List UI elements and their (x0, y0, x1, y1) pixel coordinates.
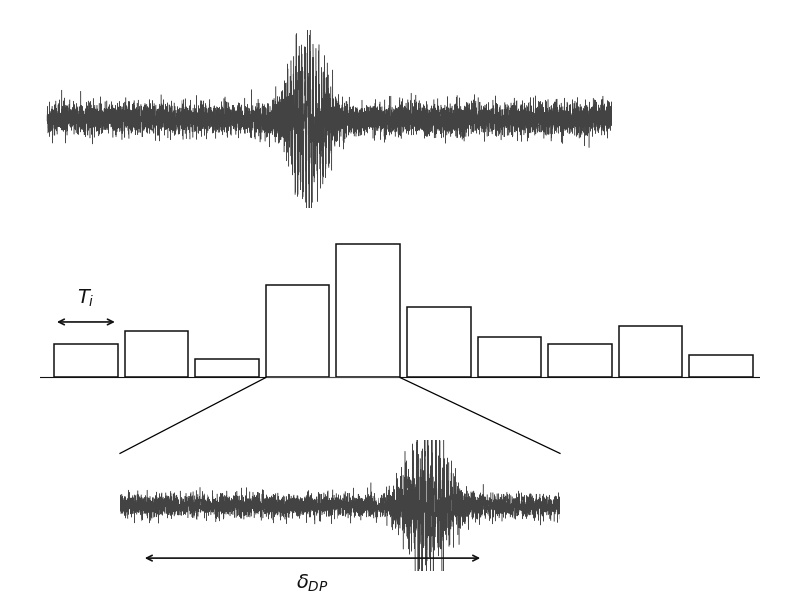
Bar (407, 307, 470, 377)
Bar (619, 325, 682, 377)
Bar (548, 344, 612, 377)
Bar (266, 285, 330, 377)
Bar (195, 359, 259, 377)
Text: $T_i$: $T_i$ (77, 288, 94, 309)
Text: $\delta_{DP}$: $\delta_{DP}$ (296, 572, 329, 594)
Bar (337, 244, 400, 377)
Bar (478, 337, 541, 377)
Bar (125, 331, 188, 377)
Bar (690, 355, 753, 377)
Bar (54, 344, 118, 377)
